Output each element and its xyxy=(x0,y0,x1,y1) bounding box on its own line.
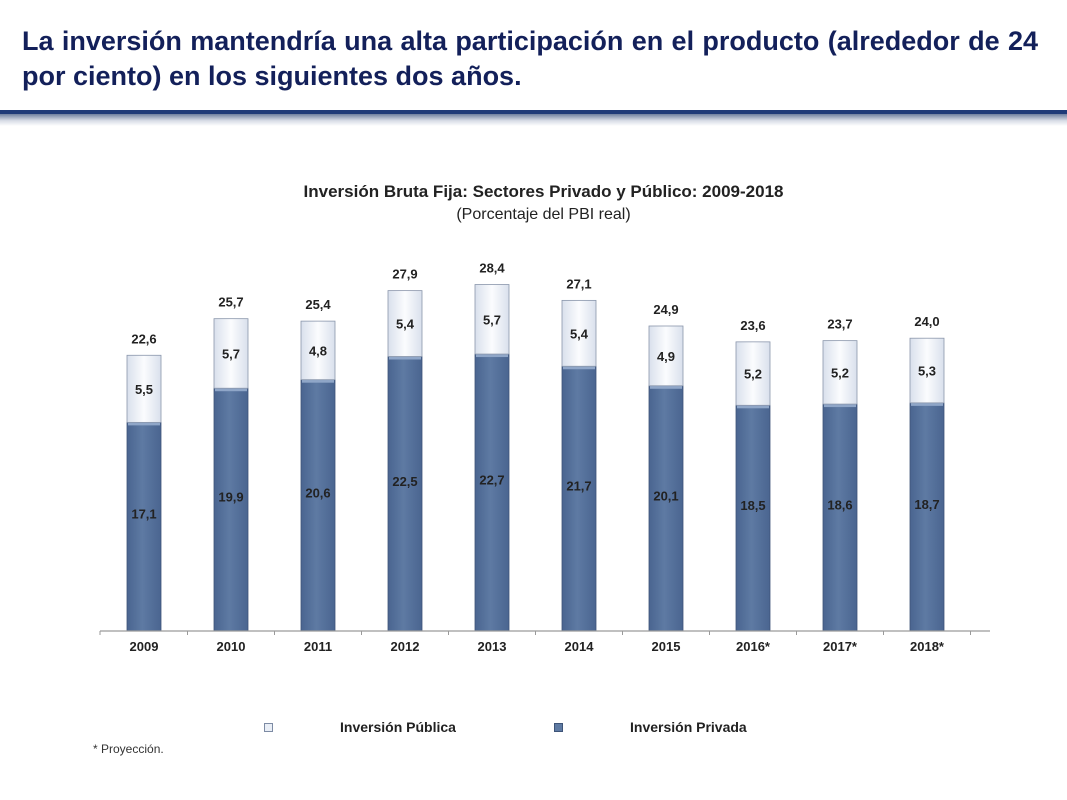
legend-swatch-publica xyxy=(264,722,273,732)
bar-publica-2012 xyxy=(387,290,423,357)
bar-publica-2009 xyxy=(126,354,162,423)
label-total-2010: 25,7 xyxy=(218,295,243,310)
label-total-2015: 24,9 xyxy=(653,302,678,317)
label-total-2009: 22,6 xyxy=(131,331,156,346)
x-tick-2011: 2011 xyxy=(304,639,332,654)
bar-privada-cap-2015 xyxy=(650,385,682,389)
bar-privada-cap-2013 xyxy=(476,354,508,358)
label-privada-2012: 22,5 xyxy=(392,474,417,489)
bar-publica-2018 xyxy=(909,337,945,404)
label-total-2014: 27,1 xyxy=(566,276,591,291)
x-tick-2018: 2018* xyxy=(910,639,945,654)
bar-publica-2014 xyxy=(561,299,597,367)
x-tick-2009: 2009 xyxy=(130,639,159,654)
bar-privada-cap-2016 xyxy=(737,405,769,409)
label-total-2013: 28,4 xyxy=(479,261,505,276)
label-privada-2009: 17,1 xyxy=(131,507,156,522)
label-privada-2018: 18,7 xyxy=(914,497,939,512)
label-total-2011: 25,4 xyxy=(305,297,331,312)
bar-privada-cap-2010 xyxy=(215,388,247,392)
legend-item-privada: Inversión Privada xyxy=(554,719,747,735)
bar-publica-2017 xyxy=(822,340,858,405)
label-privada-2013: 22,7 xyxy=(479,473,504,488)
bar-publica-2016 xyxy=(735,341,771,406)
label-publica-2014: 5,4 xyxy=(570,326,589,341)
bar-privada-cap-2011 xyxy=(302,379,334,383)
label-publica-2009: 5,5 xyxy=(135,382,153,397)
label-privada-2016: 18,5 xyxy=(740,498,765,513)
label-publica-2010: 5,7 xyxy=(222,346,240,361)
label-privada-2011: 20,6 xyxy=(305,485,330,500)
x-tick-2015: 2015 xyxy=(652,639,681,654)
bar-privada-cap-2017 xyxy=(824,404,856,408)
label-total-2012: 27,9 xyxy=(392,267,417,282)
x-tick-2017: 2017* xyxy=(823,639,858,654)
legend-item-publica: Inversión Pública xyxy=(264,719,456,735)
label-privada-2015: 20,1 xyxy=(653,488,678,503)
bar-privada-2015 xyxy=(648,385,684,632)
bar-publica-2013 xyxy=(474,284,510,355)
bar-privada-cap-2018 xyxy=(911,402,943,406)
label-privada-2017: 18,6 xyxy=(827,498,852,513)
legend-label-publica: Inversión Pública xyxy=(340,719,456,735)
header-rule-shadow xyxy=(0,114,1067,126)
header-rule xyxy=(0,110,1067,114)
chart-title: Inversión Bruta Fija: Sectores Privado y… xyxy=(303,182,784,201)
bar-privada-2011 xyxy=(300,379,336,632)
bar-publica-2015 xyxy=(648,325,684,387)
legend-label-privada: Inversión Privada xyxy=(630,719,747,735)
slide-headline: La inversión mantendría una alta partici… xyxy=(22,26,1038,91)
bar-privada-2017 xyxy=(822,403,858,632)
label-publica-2017: 5,2 xyxy=(831,365,849,380)
footnote: * Proyección. xyxy=(93,742,164,756)
bar-privada-2013 xyxy=(474,353,510,632)
x-tick-2016: 2016* xyxy=(736,639,771,654)
label-publica-2018: 5,3 xyxy=(918,364,936,379)
label-total-2016: 23,6 xyxy=(740,318,765,333)
x-tick-2010: 2010 xyxy=(217,639,246,654)
x-tick-2013: 2013 xyxy=(478,639,507,654)
label-publica-2013: 5,7 xyxy=(483,312,501,327)
label-total-2017: 23,7 xyxy=(827,317,852,332)
label-publica-2016: 5,2 xyxy=(744,367,762,382)
label-privada-2014: 21,7 xyxy=(566,479,591,494)
bar-privada-2018 xyxy=(909,402,945,632)
label-publica-2011: 4,8 xyxy=(309,343,327,358)
label-publica-2012: 5,4 xyxy=(396,317,415,332)
label-total-2018: 24,0 xyxy=(914,314,939,329)
bar-privada-2010 xyxy=(213,387,249,632)
label-publica-2015: 4,9 xyxy=(657,349,675,364)
x-tick-2014: 2014 xyxy=(565,639,595,654)
legend-swatch-privada xyxy=(554,722,563,732)
chart-subtitle: (Porcentaje del PBI real) xyxy=(456,206,631,223)
bar-publica-2011 xyxy=(300,320,336,381)
x-tick-2012: 2012 xyxy=(391,639,420,654)
bar-privada-cap-2009 xyxy=(128,422,160,426)
label-privada-2010: 19,9 xyxy=(218,490,243,505)
bar-privada-2009 xyxy=(126,421,162,632)
bar-publica-2010 xyxy=(213,318,249,389)
bar-privada-2016 xyxy=(735,404,771,632)
bar-privada-cap-2014 xyxy=(563,366,595,370)
bar-privada-2012 xyxy=(387,356,423,632)
bar-privada-2014 xyxy=(561,365,597,632)
bar-privada-cap-2012 xyxy=(389,356,421,360)
